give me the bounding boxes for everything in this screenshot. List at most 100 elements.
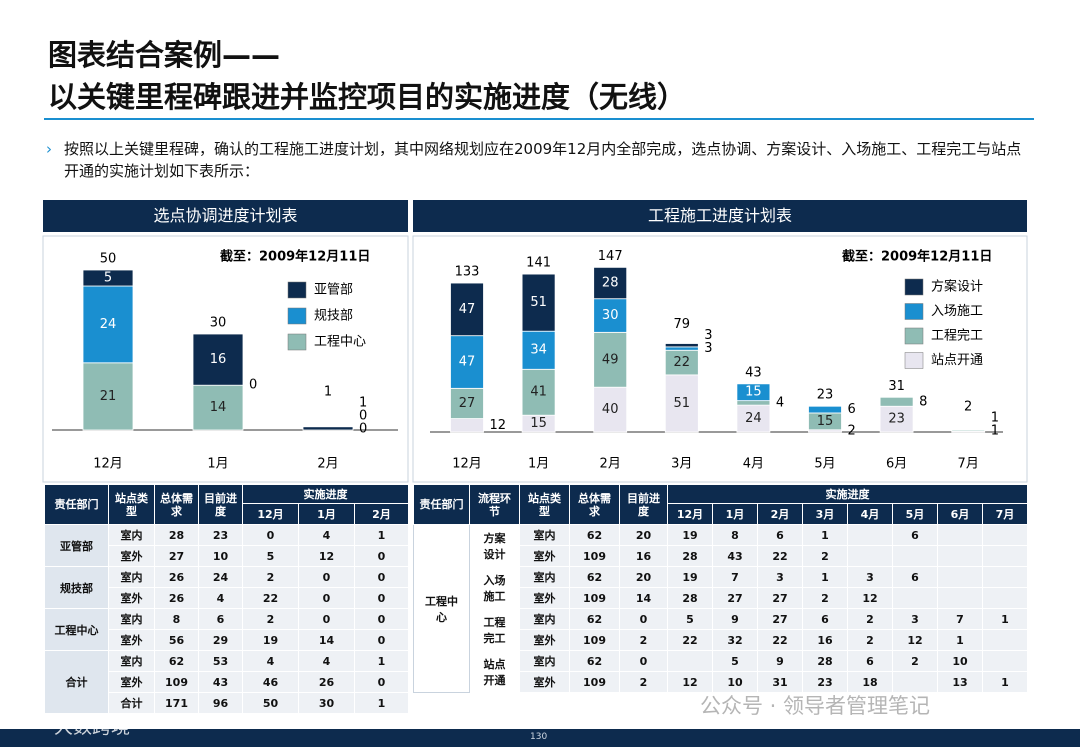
cell: 1 <box>354 692 409 714</box>
bar-segment <box>951 429 986 432</box>
cell: 4 <box>298 650 355 672</box>
value-label: 0 <box>359 409 367 424</box>
cell: 29 <box>198 629 243 651</box>
legend-swatch <box>904 278 924 296</box>
value-label: 47 <box>459 302 476 317</box>
column-header: 7月 <box>982 503 1028 525</box>
total-label: 50 <box>100 252 117 267</box>
cell: 27 <box>757 608 803 630</box>
cell: 22 <box>757 629 803 651</box>
row: 站点开通 室内 62 0 5 9 28 6 2 10 <box>414 650 1028 693</box>
column-header: 4月 <box>847 503 893 525</box>
value-label: 1 <box>359 396 367 411</box>
table: 责任部门 站点类型 总体需求 目前进度 实施进度 12月 1月 2月 亚管部 室内 28 23 0 4 1 室… <box>44 484 409 714</box>
cell <box>892 545 938 567</box>
cell: 合计 <box>108 692 155 714</box>
cell: 4 <box>198 587 243 609</box>
total-label: 31 <box>888 379 905 394</box>
title: 以关键里程碑跟进并监控项目的实施进度（无线） <box>48 80 687 114</box>
intro: 按照以上关键里程碑，确认的工程施工进度计划，其中网络规划应在2009年12月内全… <box>64 140 1022 180</box>
row: 室外 109 43 46 26 0 <box>45 671 409 693</box>
value-label: 24 <box>745 411 762 426</box>
cell: 9 <box>712 608 758 630</box>
cell: 62 <box>569 566 620 588</box>
x-tick-label: 4月 <box>743 457 764 472</box>
column-header: 总体需求 <box>569 484 620 525</box>
total-label: 1 <box>324 385 332 400</box>
cell: 27 <box>757 587 803 609</box>
row: 室外 109 2 22 32 22 16 2 12 1 <box>414 629 1028 651</box>
cell: 5 <box>712 650 758 672</box>
header-row: 12月 1月 2月 3月 4月 5月 6月 7月 <box>414 503 1028 525</box>
cell: 7 <box>712 566 758 588</box>
value-label: 5 <box>104 271 112 286</box>
cell <box>982 566 1028 588</box>
cell <box>937 566 983 588</box>
cell: 4 <box>242 650 299 672</box>
column-header: 6月 <box>937 503 983 525</box>
row: 室外 109 16 28 43 22 2 <box>414 545 1028 567</box>
cell: 2 <box>242 566 299 588</box>
legend-label: 亚管部 <box>314 283 353 298</box>
cell: 0 <box>354 545 409 567</box>
cell <box>847 545 893 567</box>
cell: 43 <box>198 671 243 693</box>
bar-segment <box>450 418 484 433</box>
cell <box>982 650 1028 672</box>
bar-segment <box>593 298 628 333</box>
cell: 6 <box>802 608 848 630</box>
value-label: 0 <box>359 422 367 437</box>
value-label: 24 <box>100 317 117 332</box>
legend-label: 站点开通 <box>931 353 983 368</box>
cell: 26 <box>154 587 199 609</box>
cell <box>982 587 1028 609</box>
legend-swatch <box>904 327 924 345</box>
bar-segment <box>82 285 134 364</box>
cell: 5 <box>667 608 713 630</box>
total-label: 133 <box>455 265 480 280</box>
bar-segment <box>664 349 699 376</box>
as-of: 截至：2009年12月11日 <box>842 249 992 265</box>
cell: 18 <box>847 671 893 693</box>
cell: 16 <box>802 629 848 651</box>
value-label: 3 <box>704 328 712 343</box>
bar-segment <box>192 333 244 386</box>
column-header: 责任部门 <box>413 484 470 525</box>
header-row: 责任部门 站点类型 总体需求 目前进度 实施进度 <box>44 484 409 525</box>
legend-swatch <box>904 352 924 369</box>
cell: 7 <box>937 608 983 630</box>
rule <box>44 118 1034 120</box>
cell: 27 <box>712 587 758 609</box>
cell: 14 <box>298 629 355 651</box>
cell: 10 <box>198 545 243 567</box>
value-label: 27 <box>459 396 476 411</box>
bar-segment <box>450 282 484 337</box>
bar-segment <box>879 405 914 433</box>
chart-frame <box>42 235 409 483</box>
cell: 室外 <box>108 587 155 609</box>
bar-segment <box>521 330 556 370</box>
bar-segment <box>664 346 699 351</box>
bar-segment <box>82 269 134 287</box>
row: 规技部 室内 26 24 2 0 0 <box>44 566 409 609</box>
row: 合计 171 96 50 30 1 <box>45 692 409 714</box>
cell: 171 <box>154 692 199 714</box>
cell: 27 <box>154 545 199 567</box>
column-header: 站点类型 <box>108 484 155 525</box>
cell: 室内 <box>519 608 570 630</box>
cell: 0 <box>298 587 355 609</box>
cell: 0 <box>298 566 355 588</box>
watermark: 公众号 · 领导者管理笔记 <box>700 694 931 718</box>
value-label: 23 <box>888 412 905 427</box>
table: 责任部门 流程环节 站点类型 总体需求 目前进度 实施进度 12月 1月 2月 3月 4月 5月 6月 7… <box>413 484 1028 693</box>
cell: 8 <box>712 524 758 546</box>
cell: 6 <box>757 524 803 546</box>
total-label: 23 <box>817 388 834 403</box>
cell: 13 <box>937 671 983 693</box>
cell: 0 <box>242 524 299 546</box>
cell <box>892 671 938 693</box>
cell: 19 <box>242 629 299 651</box>
cell: 32 <box>712 629 758 651</box>
cell: 31 <box>757 671 803 693</box>
